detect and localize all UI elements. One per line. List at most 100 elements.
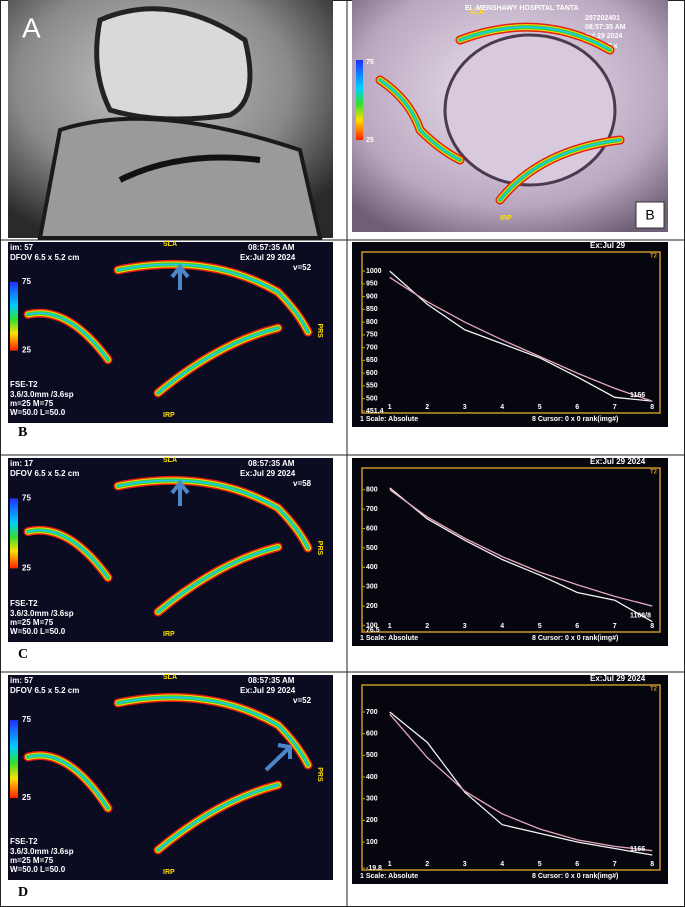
- color-bar: [10, 281, 18, 351]
- y-tick-label: 850: [366, 306, 378, 313]
- plot-frame: [361, 467, 661, 633]
- y-tick-label: 800: [366, 319, 378, 326]
- label: IRP: [163, 631, 175, 638]
- label: v=52: [293, 263, 312, 272]
- label: W=50.0 L=50.0: [10, 627, 66, 636]
- y-tick-label: 451.4: [366, 408, 384, 415]
- label: Ex:Jul 29: [590, 241, 626, 250]
- y-tick-label: 400: [366, 774, 378, 781]
- data-line: [389, 713, 653, 852]
- x-tick-label: 1: [388, 404, 392, 411]
- x-tick-label: 8: [650, 623, 654, 630]
- label: DFOV 6.5 x 5.2 cm: [10, 686, 79, 695]
- label: T2: [650, 470, 658, 476]
- y-tick-label: 300: [366, 584, 378, 591]
- y-tick-label: 200: [366, 603, 378, 610]
- panel-label: B: [645, 207, 654, 223]
- label: im: 57: [10, 676, 34, 685]
- y-tick-label: 550: [366, 383, 378, 390]
- label: IRP: [500, 215, 512, 222]
- label: SLA: [163, 457, 177, 464]
- x-tick-label: 5: [538, 623, 542, 630]
- label: 08:57:35 AM: [248, 676, 295, 685]
- y-tick-label: 1000: [366, 268, 382, 275]
- data-line: [389, 270, 653, 402]
- label: 1166: [630, 846, 645, 853]
- x-tick-label: 1: [388, 861, 392, 868]
- label: T2: [650, 687, 658, 693]
- x-tick-label: 6: [575, 861, 579, 868]
- data-line: [389, 276, 653, 402]
- arrow: [264, 743, 292, 772]
- y-tick-label: 600: [366, 370, 378, 377]
- y-tick-label: 650: [366, 357, 378, 364]
- label: 25: [22, 346, 31, 355]
- arrow: [170, 263, 190, 290]
- map-region: [27, 312, 109, 361]
- label: Ex:Jul 29 2024: [240, 469, 296, 478]
- y-tick-label: 700: [366, 344, 378, 351]
- map-background: [8, 242, 333, 423]
- map-region: [27, 754, 109, 809]
- label-box: [635, 201, 665, 229]
- plot-background: [352, 242, 668, 427]
- y-tick-label: 950: [366, 281, 378, 288]
- x-tick-label: 3: [463, 404, 467, 411]
- label: PRS: [316, 541, 323, 556]
- x-tick-label: 4: [500, 404, 504, 411]
- label: 75: [366, 59, 374, 66]
- map-region: [379, 79, 461, 161]
- label: m=25 M=75: [10, 399, 54, 408]
- x-tick-label: 4: [500, 861, 504, 868]
- y-tick-label: 500: [366, 752, 378, 759]
- label: Ex:Jul 29 2024: [240, 686, 296, 695]
- panel-label: B: [18, 425, 27, 440]
- y-tick-label: 100: [366, 839, 378, 846]
- label: 08:57:35 AM: [248, 459, 295, 468]
- label: 8 Cursor: 0 x 0 rank(img#): [532, 416, 618, 423]
- label: m=25 M=75: [10, 856, 54, 865]
- panel-label: A: [22, 12, 41, 43]
- plot-frame: [361, 251, 661, 414]
- x-tick-label: 2: [425, 861, 429, 868]
- x-tick-label: 6: [575, 404, 579, 411]
- label: v=58: [293, 479, 312, 488]
- map-background: [8, 675, 333, 880]
- x-tick-label: 5: [538, 861, 542, 868]
- map-region: [27, 529, 109, 579]
- label: Ex:Jul 29 2024: [240, 253, 296, 262]
- label: PRS: [316, 767, 323, 782]
- x-tick-label: 8: [650, 404, 654, 411]
- plot-background: [352, 458, 668, 646]
- map-region: [499, 139, 621, 201]
- label: Jul 29 2024: [585, 33, 622, 40]
- data-line: [389, 489, 653, 607]
- map-region: [157, 784, 279, 851]
- label: Ex:Jul 29 2024: [590, 674, 646, 683]
- label: FSE-T2: [10, 599, 38, 608]
- label: SLA: [163, 674, 177, 681]
- label: W=50.0 L=50.0: [10, 408, 66, 417]
- panel-label: D: [18, 885, 28, 900]
- x-tick-label: 7: [613, 623, 617, 630]
- label: 1 Scale: Absolute: [360, 635, 418, 642]
- label: 25: [22, 793, 31, 802]
- label: DFOV 6.5 x 5.2 cm: [10, 469, 79, 478]
- y-tick-label: 500: [366, 395, 378, 402]
- map-region: [117, 263, 309, 333]
- x-tick-label: 5: [538, 404, 542, 411]
- map-region: [117, 479, 309, 549]
- x-tick-label: 3: [463, 861, 467, 868]
- y-tick-label: 800: [366, 487, 378, 494]
- label: 75: [22, 277, 31, 286]
- label: 75: [22, 494, 31, 503]
- map-region: [459, 26, 611, 51]
- label: SLA: [163, 241, 177, 248]
- x-tick-label: 7: [613, 404, 617, 411]
- label: 8 Cursor: 0 x 0 rank(img#): [532, 873, 618, 880]
- y-tick-label: 400: [366, 564, 378, 571]
- label: IRP: [163, 869, 175, 876]
- x-tick-label: 7: [613, 861, 617, 868]
